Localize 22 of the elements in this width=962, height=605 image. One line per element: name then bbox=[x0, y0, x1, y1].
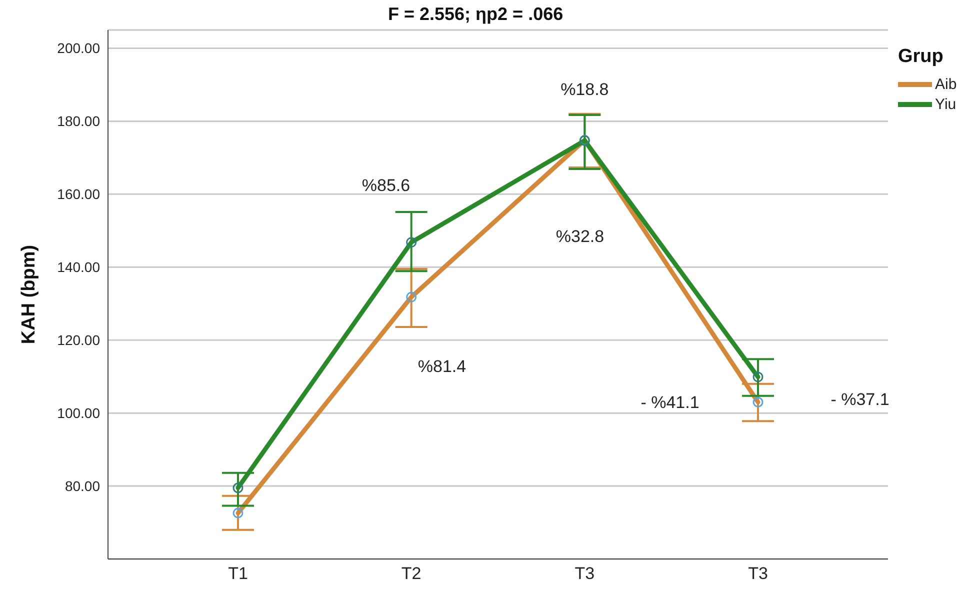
annotation: %32.8 bbox=[556, 227, 604, 247]
annotation: %18.8 bbox=[560, 80, 609, 100]
x-tick-label: T3 bbox=[748, 564, 768, 584]
annotation: - %41.1 bbox=[640, 393, 700, 413]
y-tick-label: 200.00 bbox=[57, 40, 100, 56]
y-axis-title: KAH (bpm) bbox=[18, 244, 40, 344]
y-tick-label: 160.00 bbox=[57, 186, 100, 202]
annotation: %85.6 bbox=[362, 176, 410, 196]
x-tick-label: T1 bbox=[228, 564, 248, 584]
y-tick-label: 180.00 bbox=[57, 113, 100, 130]
legend-title: Grup bbox=[898, 46, 944, 68]
chart-title: F = 2.556; ηp2 = .066 bbox=[388, 4, 564, 25]
x-tick-label: T2 bbox=[401, 564, 422, 584]
annotation: %81.4 bbox=[418, 357, 466, 377]
y-tick-label: 80.00 bbox=[64, 478, 100, 494]
y-tick-label: 100.00 bbox=[57, 405, 100, 422]
legend-label: Aib bbox=[935, 76, 957, 92]
x-tick-label: T3 bbox=[574, 564, 595, 584]
y-tick-label: 140.00 bbox=[57, 259, 100, 276]
y-tick-label: 120.00 bbox=[57, 332, 100, 348]
annotation: - %37.1 bbox=[830, 390, 890, 410]
legend-label: Yiu bbox=[935, 96, 956, 112]
